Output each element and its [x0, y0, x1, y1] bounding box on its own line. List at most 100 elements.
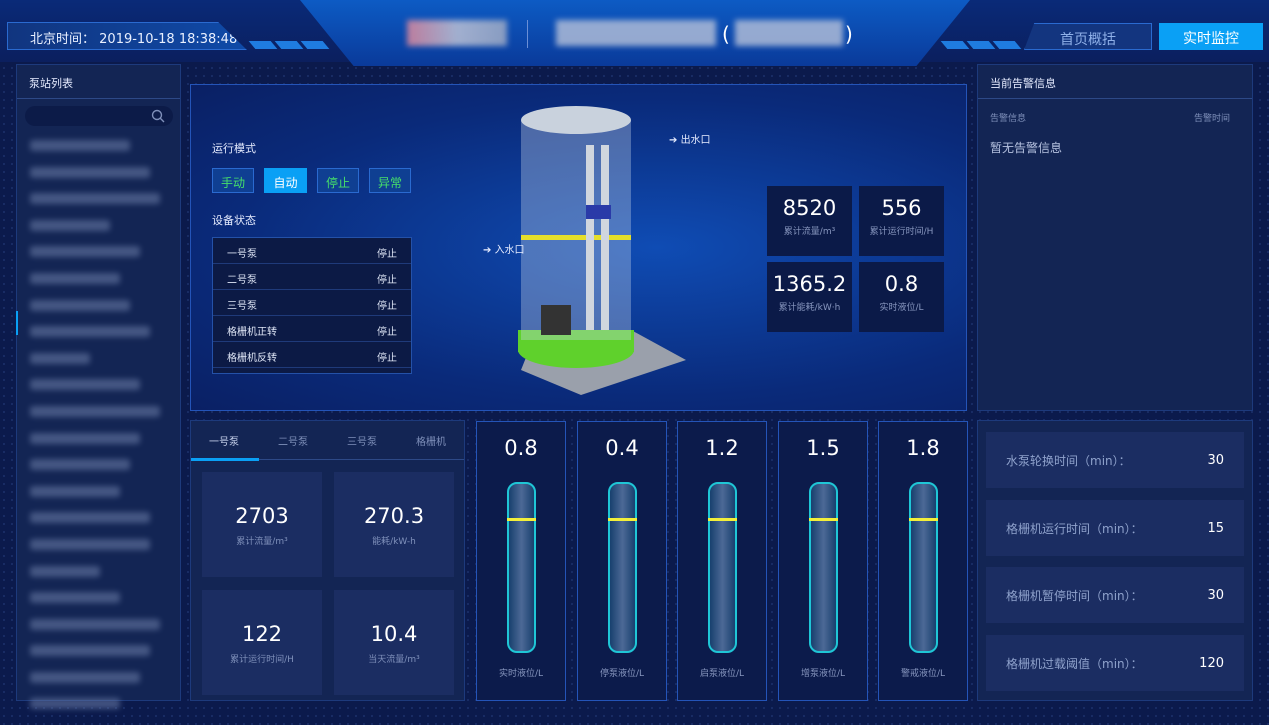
pump-today-flow: 10.4 当天流量/m³: [334, 590, 454, 695]
mode-label: 运行模式: [212, 142, 256, 155]
station-list-item[interactable]: [30, 671, 140, 683]
pump-station-illustration: [518, 106, 686, 395]
station-list-item[interactable]: [30, 379, 140, 391]
divider: [527, 20, 528, 48]
mode-fault-button[interactable]: 异常: [369, 168, 411, 193]
level-gauge: 0.4 停泵液位/L: [577, 421, 667, 701]
device-status-table: 一号泵 停止 二号泵 停止 三号泵 停止 格栅机正转 停止 格栅机反转 停止: [212, 237, 412, 374]
alarm-title: 当前告警信息: [978, 65, 1252, 99]
mode-stop-button[interactable]: 停止: [317, 168, 359, 193]
clock: 北京时间： 2019-10-18 18:38:48: [7, 22, 247, 50]
station-list-item[interactable]: [30, 538, 150, 550]
level-marker: [909, 518, 938, 521]
mode-auto-button[interactable]: 自动: [264, 168, 307, 193]
station-list-item[interactable]: [30, 485, 120, 497]
inlet-label: ➔ 入水口: [483, 245, 525, 256]
level-tube: [507, 482, 536, 653]
station-list-item[interactable]: [30, 352, 90, 364]
mode-manual-button[interactable]: 手动: [212, 168, 254, 193]
tab-pump-2[interactable]: 二号泵: [278, 437, 308, 448]
level-gauge: 1.5 增泵液位/L: [778, 421, 868, 701]
level-marker: [608, 518, 637, 521]
device-row: 一号泵 停止: [213, 238, 411, 264]
device-row: 格栅机正转 停止: [213, 316, 411, 342]
level-gauge: 1.2 启泵液位/L: [677, 421, 767, 701]
level-value: 1.5: [806, 436, 840, 460]
active-tab-indicator: [191, 458, 259, 461]
level-value: 0.8: [504, 436, 538, 460]
pump-total-flow: 2703 累计流量/m³: [202, 472, 322, 577]
setting-pump-rotation: 水泵轮换时间（min）： 30: [986, 432, 1244, 488]
level-gauge: 1.8 警戒液位/L: [878, 421, 968, 701]
tab-grille[interactable]: 格栅机: [416, 437, 446, 448]
selected-indicator: [16, 311, 18, 335]
level-value: 1.8: [906, 436, 940, 460]
clock-label: 北京时间：: [30, 32, 96, 47]
tab-divider: [191, 459, 464, 460]
tab-pump-3[interactable]: 三号泵: [347, 437, 377, 448]
station-list-item[interactable]: [30, 193, 160, 205]
level-tube: [909, 482, 938, 653]
level-tube: [708, 482, 737, 653]
level-label: 实时液位/L: [498, 669, 544, 679]
station-list-item[interactable]: [30, 326, 150, 338]
setting-grille-run: 格栅机运行时间（min）： 15: [986, 500, 1244, 556]
kpi-run-time: 556 累计运行时间/H: [859, 186, 944, 256]
station-list-item[interactable]: [30, 432, 140, 444]
level-marker: [507, 518, 536, 521]
station-name-blurred: [556, 20, 716, 46]
outlet-label: ➔ 出水口: [669, 135, 711, 146]
station-list-item[interactable]: [30, 512, 150, 524]
kpi-total-flow: 8520 累计流量/m³: [767, 186, 852, 256]
paren-open: (: [722, 22, 730, 46]
device-row: 格栅机反转 停止: [213, 342, 411, 368]
level-value: 1.2: [705, 436, 739, 460]
station-list-item[interactable]: [30, 592, 120, 604]
level-tube: [608, 482, 637, 653]
station-list-item[interactable]: [30, 698, 120, 710]
alarm-empty: 暂无告警信息: [990, 141, 1063, 155]
pump-run-time: 122 累计运行时间/H: [202, 590, 322, 695]
device-row: 二号泵 停止: [213, 264, 411, 290]
level-marker: [809, 518, 838, 521]
station-list-item[interactable]: [30, 272, 120, 284]
level-label: 停泵液位/L: [599, 669, 645, 679]
setting-grille-overload: 格栅机过载阈值（min）： 120: [986, 635, 1244, 691]
station-list-item[interactable]: [30, 246, 140, 258]
nav-realtime-monitor[interactable]: 实时监控: [1159, 23, 1263, 50]
pump-energy: 270.3 能耗/kW-h: [334, 472, 454, 577]
kpi-water-level: 0.8 实时液位/L: [859, 262, 944, 332]
station-list-item[interactable]: [30, 219, 110, 231]
level-label: 增泵液位/L: [800, 669, 846, 679]
nav-overview[interactable]: 首页概括: [1024, 23, 1152, 50]
level-tube: [809, 482, 838, 653]
level-label: 启泵液位/L: [699, 669, 745, 679]
level-value: 0.4: [605, 436, 639, 460]
station-list-item[interactable]: [30, 459, 130, 471]
level-gauge: 0.8 实时液位/L: [476, 421, 566, 701]
kpi-energy: 1365.2 累计能耗/kW·h: [767, 262, 852, 332]
alarm-col-time: 告警时间: [1193, 114, 1230, 124]
station-list-item[interactable]: [30, 140, 130, 151]
tab-pump-1[interactable]: 一号泵: [209, 437, 239, 448]
alarm-panel: 当前告警信息 告警信息 告警时间 暂无告警信息: [977, 64, 1253, 411]
station-list-item[interactable]: [30, 565, 100, 577]
search-icon[interactable]: [151, 109, 165, 123]
setting-grille-pause: 格栅机暂停时间（min）： 30: [986, 567, 1244, 623]
device-status-label: 设备状态: [212, 214, 256, 227]
station-list-item[interactable]: [30, 618, 160, 630]
app-logo-blurred: [407, 20, 507, 46]
paren-close: ): [845, 22, 853, 46]
station-list: [30, 140, 170, 725]
station-list-item[interactable]: [30, 405, 160, 417]
station-search-input[interactable]: [25, 106, 173, 126]
alarm-col-info: 告警信息: [990, 114, 1027, 124]
station-list-title: 泵站列表: [17, 65, 180, 99]
level-marker: [708, 518, 737, 521]
station-id-blurred: [735, 20, 843, 46]
station-list-item[interactable]: [30, 299, 130, 311]
station-list-item[interactable]: [30, 166, 150, 178]
clock-value: 2019-10-18 18:38:48: [99, 32, 238, 47]
station-list-item[interactable]: [30, 645, 150, 657]
device-row: 三号泵 停止: [213, 290, 411, 316]
